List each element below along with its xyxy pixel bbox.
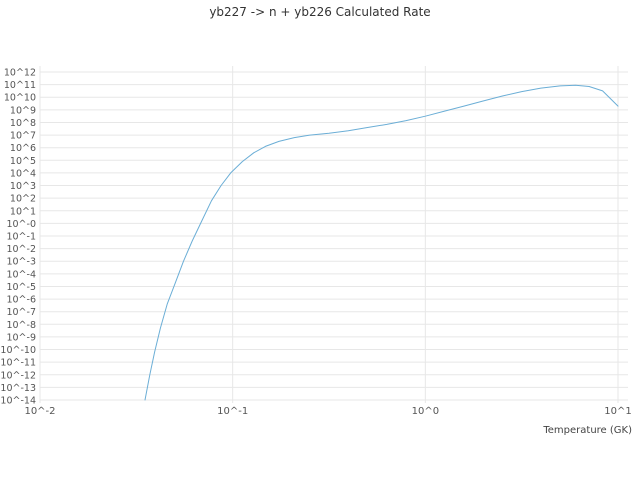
y-tick-label: 10^7 [10,131,36,142]
y-tick-label: 10^-9 [6,332,36,343]
x-tick-label: 10^-1 [217,406,248,417]
y-tick-label: 10^-12 [0,370,36,381]
y-tick-label: 10^6 [10,143,36,154]
y-tick-label: 10^1 [10,206,36,217]
y-tick-label: 10^-5 [6,282,36,293]
y-tick-label: 10^10 [4,93,36,104]
y-tick-label: 10^-11 [0,358,36,369]
y-tick-label: 10^-8 [6,320,36,331]
y-tick-label: 10^2 [10,194,36,205]
y-tick-label: 10^-14 [0,396,36,407]
y-tick-label: 10^-1 [6,232,36,243]
x-tick-label: 10^1 [604,406,631,417]
y-tick-label: 10^-0 [6,219,36,230]
y-tick-label: 10^9 [10,105,36,116]
x-tick-label: 10^0 [412,406,439,417]
x-axis-label: Temperature (GK) [543,425,632,436]
y-tick-label: 10^-13 [0,383,36,394]
y-tick-label: 10^8 [10,118,36,129]
y-tick-label: 10^4 [10,168,36,179]
y-tick-label: 10^11 [4,80,36,91]
chart-title: yb227 -> n + yb226 Calculated Rate [209,5,431,19]
y-tick-label: 10^-6 [6,295,36,306]
rate-curve [144,84,619,401]
y-tick-label: 10^-2 [6,244,36,255]
y-tick-label: 10^-7 [6,307,36,318]
y-tick-label: 10^3 [10,181,36,192]
y-tick-label: 10^-3 [6,257,36,268]
y-tick-label: 10^5 [10,156,36,167]
x-tick-label: 10^-2 [24,406,55,417]
y-tick-label: 10^-4 [6,269,36,280]
y-tick-label: 10^12 [4,68,36,79]
y-tick-label: 10^-10 [0,345,36,356]
